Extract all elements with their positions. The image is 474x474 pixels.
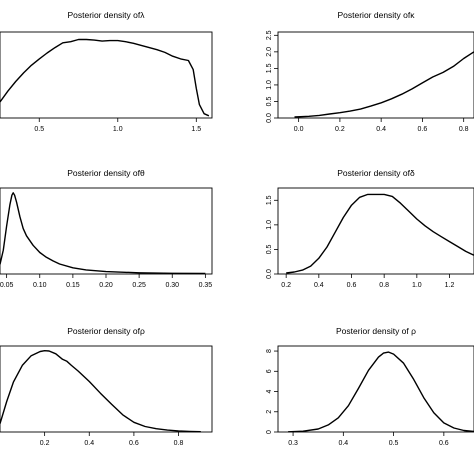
panel-2-x-tick-label: 0.4 xyxy=(376,126,386,133)
panel-4-density-curve xyxy=(286,193,474,274)
panel-4-y-tick-label: 0.0 xyxy=(266,269,273,279)
panel-3-x-tick-label: 0.10 xyxy=(33,282,47,289)
panel-2-plot-frame xyxy=(277,31,474,119)
panel-4-y-tick-label: 0.5 xyxy=(266,244,273,254)
panel-6-x-tick-label: 0.6 xyxy=(439,440,449,447)
panel-1-x-tick-label: 0.5 xyxy=(34,126,44,133)
panel-4-x-tick-label: 0.8 xyxy=(379,282,389,289)
panel-6-y-tick-label: 0 xyxy=(266,430,273,434)
panel-4-y-tick-label: 1.5 xyxy=(266,195,273,205)
panel-3-x-tick-label: 0.25 xyxy=(132,282,146,289)
panel-6-plot-frame xyxy=(277,345,474,433)
panel-5-x-tick-label: 0.4 xyxy=(84,440,94,447)
panel-6-y-tick-label: 6 xyxy=(266,369,273,373)
panel-4-y-tick-label: 1.0 xyxy=(266,220,273,230)
panel-2-y-tick-label: 2.5 xyxy=(266,30,273,40)
panel-2-y-tick-label: 0.5 xyxy=(266,96,273,106)
panel-5-x-tick-label: 0.8 xyxy=(174,440,184,447)
panel-2-x-tick-label: 0.8 xyxy=(459,126,469,133)
panel-4-x-tick-label: 0.6 xyxy=(347,282,357,289)
panel-4-plot-frame xyxy=(277,187,474,275)
panel-2-y-tick-label: 1.5 xyxy=(266,63,273,73)
panel-2-y-tick-label: 1.0 xyxy=(266,80,273,90)
panel-6-y-tick-label: 4 xyxy=(266,389,273,393)
panel-2-density-curve xyxy=(294,51,474,118)
panel-3-plot-frame xyxy=(0,187,213,275)
panel-4-x-tick-label: 0.4 xyxy=(314,282,324,289)
panel-3-x-tick-label: 0.20 xyxy=(99,282,113,289)
panel-1-plot-frame xyxy=(0,31,213,119)
panel-3-x-tick-label: 0.05 xyxy=(0,282,14,289)
panel-1-x-tick-label: 1.0 xyxy=(113,126,123,133)
panel-2-x-tick-label: 0.0 xyxy=(294,126,304,133)
panel-5-x-tick-label: 0.6 xyxy=(129,440,139,447)
panel-1-x-tick-label: 1.5 xyxy=(191,126,201,133)
panel-2-y-tick-label: 0.0 xyxy=(266,113,273,123)
panel-1-density-curve xyxy=(0,38,210,117)
panel-3-x-tick-label: 0.35 xyxy=(199,282,213,289)
panel-6-x-tick-label: 0.3 xyxy=(288,440,298,447)
panel-2-y-tick-label: 2.0 xyxy=(266,47,273,57)
panel-2-x-tick-label: 0.6 xyxy=(418,126,428,133)
panel-5-x-tick-label: 0.2 xyxy=(40,440,50,447)
panel-1-title: Posterior density ofλ xyxy=(67,10,145,20)
panel-3-x-tick-label: 0.15 xyxy=(66,282,80,289)
panel-4-x-tick-label: 0.2 xyxy=(281,282,291,289)
panel-2-x-tick-label: 0.2 xyxy=(335,126,345,133)
panel-6-x-tick-label: 0.4 xyxy=(338,440,348,447)
panel-6-title: Posterior density of ρ xyxy=(336,326,416,336)
panel-5-plot-frame xyxy=(0,345,213,433)
panel-6-density-curve xyxy=(288,351,474,433)
panel-2-title: Posterior density ofκ xyxy=(337,10,415,20)
panel-6-x-tick-label: 0.5 xyxy=(389,440,399,447)
panel-6-y-tick-label: 2 xyxy=(266,410,273,414)
panel-5-density-curve xyxy=(0,350,201,433)
panel-4-x-tick-label: 1.2 xyxy=(445,282,455,289)
panel-3-x-tick-label: 0.30 xyxy=(165,282,179,289)
panel-4-title: Posterior density ofδ xyxy=(337,168,415,178)
panel-3-title: Posterior density ofθ xyxy=(67,168,145,178)
panel-3-density-curve xyxy=(0,192,206,275)
panel-4-x-tick-label: 1.0 xyxy=(412,282,422,289)
panel-5-title: Posterior density ofρ xyxy=(67,326,145,336)
panel-6-y-tick-label: 8 xyxy=(266,349,273,353)
